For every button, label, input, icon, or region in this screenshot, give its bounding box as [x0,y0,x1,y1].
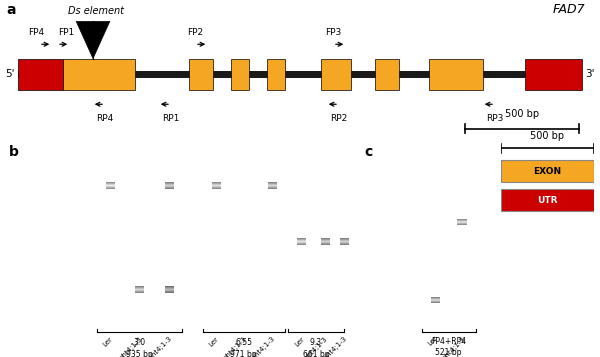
Text: 800: 800 [44,192,55,197]
FancyBboxPatch shape [375,59,399,90]
Text: a: a [6,3,16,17]
Text: Ler x pht4;1-3: Ler x pht4;1-3 [237,336,276,357]
Text: 6000: 6000 [361,185,374,190]
FancyBboxPatch shape [189,59,213,90]
Text: FP4+RP4: FP4+RP4 [431,337,466,346]
FancyBboxPatch shape [501,160,594,182]
Text: Ler: Ler [102,336,114,348]
Text: b: b [9,145,19,159]
Text: c: c [364,145,373,159]
Text: UTR: UTR [537,196,558,205]
Text: pht4;1-3: pht4;1-3 [304,336,329,357]
Polygon shape [76,21,110,59]
Text: 1000: 1000 [41,162,55,167]
FancyBboxPatch shape [321,59,351,90]
Text: FP3: FP3 [325,28,341,37]
FancyBboxPatch shape [501,189,594,211]
Text: 500 bp: 500 bp [530,131,565,141]
Text: 8000: 8000 [361,171,374,176]
Text: FP2: FP2 [187,28,203,37]
FancyBboxPatch shape [429,59,483,90]
FancyBboxPatch shape [63,59,135,90]
FancyBboxPatch shape [525,59,582,90]
Text: 3.0: 3.0 [133,338,145,347]
Text: 900: 900 [44,176,55,181]
FancyBboxPatch shape [18,71,582,78]
Text: 500: 500 [364,300,374,305]
Text: 400: 400 [364,310,374,315]
Text: 600: 600 [44,230,55,235]
Text: 4000: 4000 [361,203,374,208]
Text: 300: 300 [44,322,55,327]
Text: 2000: 2000 [361,235,374,240]
Text: pht4;1-3: pht4;1-3 [441,335,466,357]
Text: Ler: Ler [208,336,220,348]
Text: pht4;1-3: pht4;1-3 [223,336,248,357]
FancyBboxPatch shape [18,59,63,90]
Text: pht4;1-3: pht4;1-3 [118,336,143,357]
Text: 500 bp: 500 bp [505,109,539,119]
Text: RP4: RP4 [97,114,113,123]
Text: EXON: EXON [533,167,562,176]
Text: Ds element: Ds element [68,6,124,16]
Text: Ler: Ler [427,335,439,347]
FancyBboxPatch shape [231,59,249,90]
Text: Ler: Ler [293,336,305,348]
Text: 10000: 10000 [358,161,374,166]
Text: 3': 3' [585,69,595,79]
Text: FP4: FP4 [28,28,44,37]
Text: Ler x pht4;1-3: Ler x pht4;1-3 [309,336,348,357]
Text: 5': 5' [5,69,15,79]
Text: 300: 300 [364,323,374,328]
Text: 935 bp: 935 bp [126,350,152,357]
Text: 1400: 1400 [361,252,374,257]
Text: 3000: 3000 [361,217,374,222]
Text: 750: 750 [364,281,374,286]
Text: RP3: RP3 [487,114,503,123]
Text: RP1: RP1 [163,114,179,123]
Text: FP1: FP1 [58,28,74,37]
Text: 1550: 1550 [361,247,374,252]
Text: FAD7: FAD7 [553,3,585,16]
Text: 700: 700 [44,209,55,214]
Text: 1000: 1000 [361,267,374,272]
FancyBboxPatch shape [267,59,285,90]
Text: 400: 400 [44,284,55,289]
Text: 971 bp: 971 bp [230,350,257,357]
Text: 6.55: 6.55 [235,338,252,347]
Text: 9.3: 9.3 [310,338,322,347]
Text: Ler x pht4;1-3: Ler x pht4;1-3 [134,336,173,357]
Text: 661 bp: 661 bp [302,350,329,357]
Text: 500: 500 [44,254,55,259]
Text: 521 bp: 521 bp [435,348,462,357]
Text: RP2: RP2 [331,114,347,123]
